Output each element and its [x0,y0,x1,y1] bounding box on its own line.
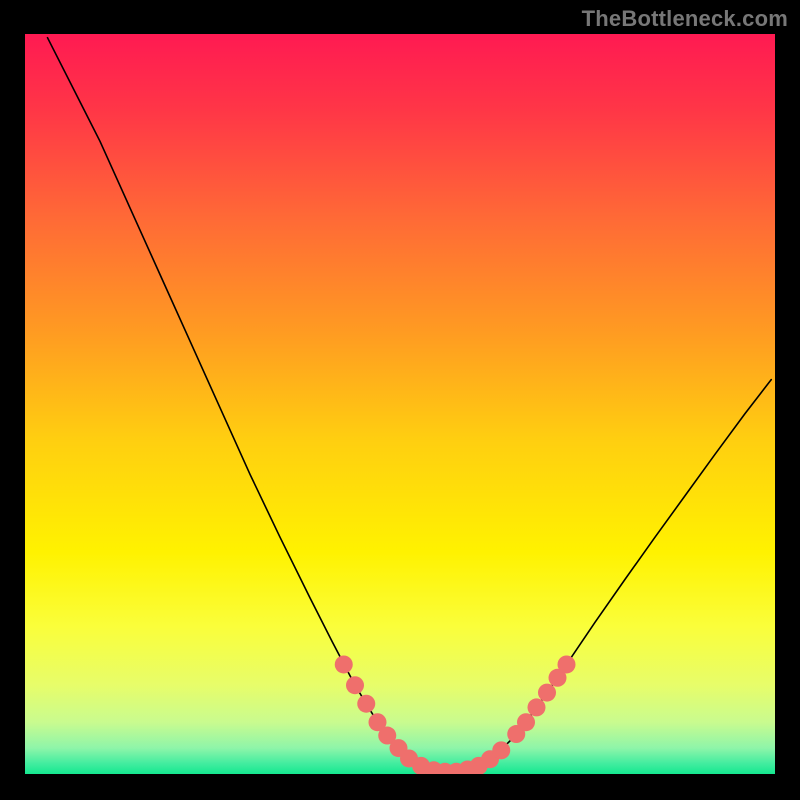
curve-marker [528,698,546,716]
curve-marker [335,655,353,673]
curve-marker [558,655,576,673]
chart-frame: TheBottleneck.com [0,0,800,800]
chart-svg [25,34,775,774]
curve-marker [538,684,556,702]
gradient-background [25,34,775,774]
curve-marker [357,695,375,713]
curve-marker [517,713,535,731]
watermark-text: TheBottleneck.com [582,6,788,32]
plot-area [25,34,775,774]
curve-marker [346,676,364,694]
curve-marker [492,741,510,759]
